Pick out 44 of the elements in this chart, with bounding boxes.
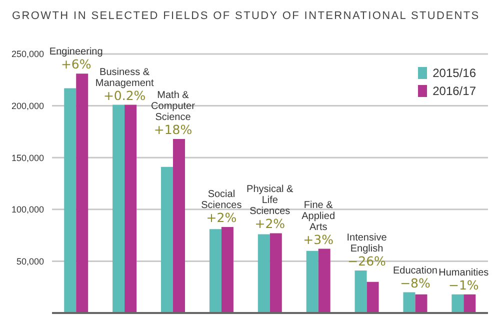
y-tick-label: 200,000 — [11, 100, 44, 111]
x-tick-label: Physical & Life Sciences — [246, 184, 294, 218]
x-tick-label: Fine & Applied Arts — [302, 200, 336, 233]
bar — [124, 104, 137, 313]
annotation: +2% — [206, 210, 237, 226]
bar — [354, 270, 367, 313]
bar — [173, 138, 185, 313]
bar — [415, 294, 428, 313]
annotation: −8% — [400, 275, 430, 290]
y-tick-label: 250,000 — [11, 49, 44, 60]
bar — [366, 282, 379, 313]
bar — [464, 294, 476, 313]
bar — [221, 227, 234, 313]
legend-label: 2015/16 — [432, 66, 476, 80]
annotation: +3% — [303, 232, 334, 247]
y-tick-label: 100,000 — [11, 204, 44, 215]
bar — [76, 74, 88, 313]
annotation: +2% — [254, 216, 286, 232]
annotation: −1% — [448, 277, 479, 292]
x-tick-label: Social Sciences — [201, 189, 242, 212]
chart-title: GROWTH IN SELECTED FIELDS OF STUDY OF INTERNATIONAL STUDENTS — [12, 10, 480, 22]
bar — [112, 104, 125, 313]
bar — [318, 248, 330, 313]
annotation: −26% — [348, 254, 386, 269]
bar — [306, 250, 318, 313]
annotation: +18% — [154, 122, 192, 137]
x-tick-label: Education — [392, 265, 438, 276]
bar — [270, 233, 282, 313]
x-tick-label: Humanities — [438, 267, 489, 278]
x-tick-label: Engineering — [49, 46, 103, 58]
x-tick-label: Intensive English — [346, 232, 388, 255]
bar — [64, 88, 76, 313]
bar — [209, 229, 222, 313]
y-tick-label: 50,000 — [16, 256, 44, 266]
x-tick-label: Math & Computer Science — [151, 90, 196, 123]
y-tick-label: 150,000 — [11, 152, 44, 163]
annotation: +0.2% — [103, 88, 146, 103]
bar — [161, 166, 173, 313]
bar — [403, 292, 416, 313]
bar — [452, 294, 464, 313]
annotation: +6% — [60, 56, 92, 72]
legend-label: 2016/17 — [432, 84, 476, 98]
bar — [258, 234, 270, 313]
x-tick-label: Business & Management — [95, 66, 154, 89]
